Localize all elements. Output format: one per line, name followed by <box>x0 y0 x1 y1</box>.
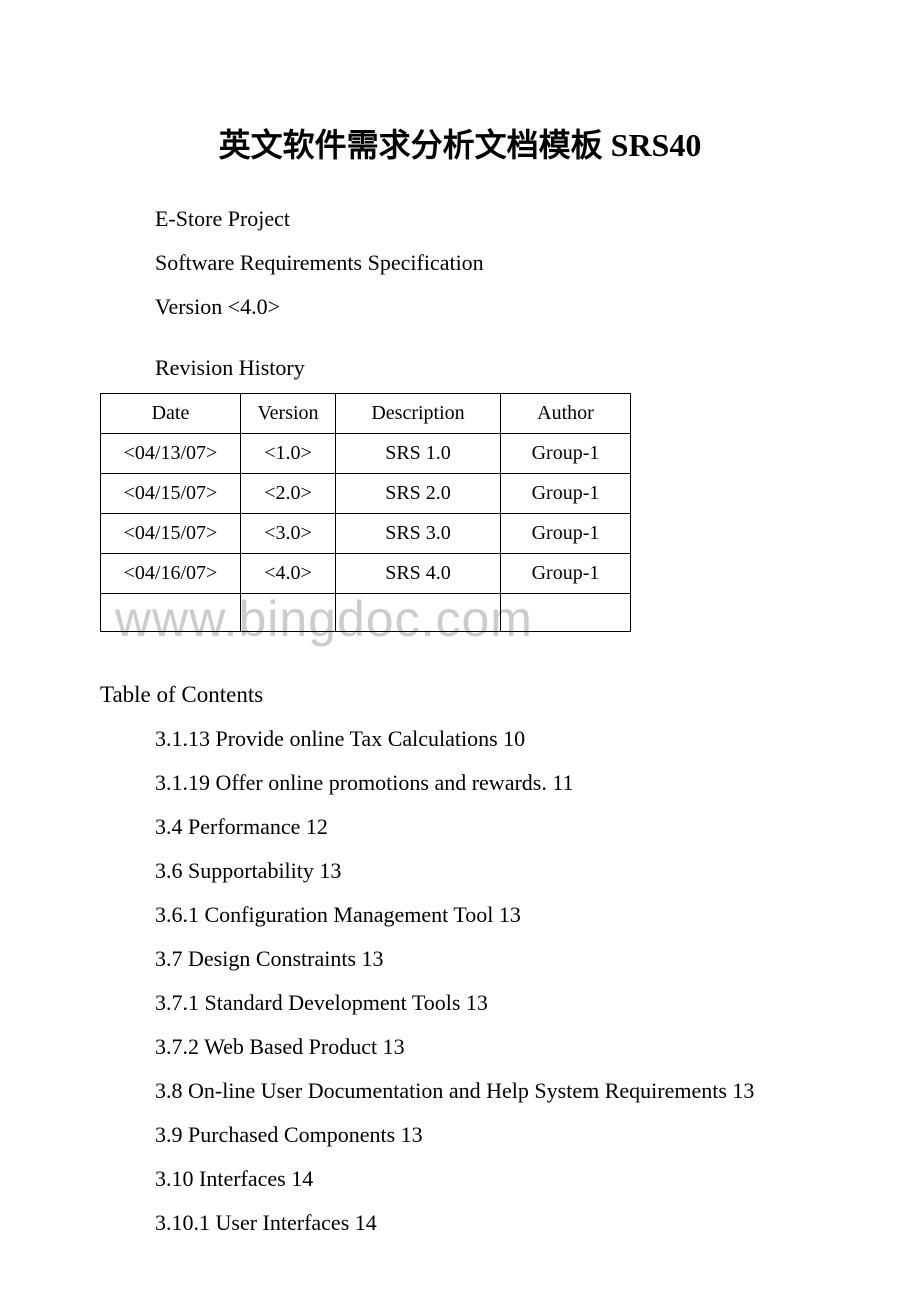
toc-item: 3.10 Interfaces 14 <box>155 1166 820 1192</box>
toc-item: 3.10.1 User Interfaces 14 <box>155 1210 820 1236</box>
cell-date: <04/15/07> <box>101 474 241 514</box>
spec-name: Software Requirements Specification <box>155 250 820 276</box>
cell-description: SRS 2.0 <box>336 474 501 514</box>
project-name: E-Store Project <box>155 206 820 232</box>
cell-empty <box>101 594 241 632</box>
cell-date: <04/15/07> <box>101 514 241 554</box>
cell-date: <04/13/07> <box>101 434 241 474</box>
table-row: <04/15/07> <2.0> SRS 2.0 Group-1 <box>101 474 631 514</box>
col-description-header: Description <box>336 394 501 434</box>
toc-item: 3.1.19 Offer online promotions and rewar… <box>155 770 820 796</box>
cell-author: Group-1 <box>501 434 631 474</box>
table-row: <04/16/07> <4.0> SRS 4.0 Group-1 <box>101 554 631 594</box>
toc-item: 3.6.1 Configuration Management Tool 13 <box>155 902 820 928</box>
cell-empty <box>336 594 501 632</box>
col-date-header: Date <box>101 394 241 434</box>
table-header-row: Date Version Description Author <box>101 394 631 434</box>
toc-item: 3.4 Performance 12 <box>155 814 820 840</box>
cell-empty <box>501 594 631 632</box>
col-version-header: Version <box>241 394 336 434</box>
version-line: Version <4.0> <box>155 294 820 320</box>
cell-author: Group-1 <box>501 554 631 594</box>
table-row-empty <box>101 594 631 632</box>
cell-author: Group-1 <box>501 474 631 514</box>
cell-date: <04/16/07> <box>101 554 241 594</box>
toc-item: 3.7.2 Web Based Product 13 <box>155 1034 820 1060</box>
cell-author: Group-1 <box>501 514 631 554</box>
toc-heading: Table of Contents <box>100 682 820 708</box>
document-title: 英文软件需求分析文档模板 SRS40 <box>100 120 820 166</box>
cell-version: <4.0> <box>241 554 336 594</box>
col-author-header: Author <box>501 394 631 434</box>
toc-item: 3.7 Design Constraints 13 <box>155 946 820 972</box>
toc-item: 3.6 Supportability 13 <box>155 858 820 884</box>
table-row: <04/13/07> <1.0> SRS 1.0 Group-1 <box>101 434 631 474</box>
toc-item: 3.7.1 Standard Development Tools 13 <box>155 990 820 1016</box>
cell-version: <2.0> <box>241 474 336 514</box>
cell-version: <3.0> <box>241 514 336 554</box>
toc-item: 3.1.13 Provide online Tax Calculations 1… <box>155 726 820 752</box>
cell-empty <box>241 594 336 632</box>
cell-version: <1.0> <box>241 434 336 474</box>
revision-history-heading: Revision History <box>155 355 820 381</box>
table-row: <04/15/07> <3.0> SRS 3.0 Group-1 <box>101 514 631 554</box>
revision-history-table: Date Version Description Author <04/13/0… <box>100 393 631 632</box>
toc-item: 3.9 Purchased Components 13 <box>155 1122 820 1148</box>
cell-description: SRS 1.0 <box>336 434 501 474</box>
cell-description: SRS 3.0 <box>336 514 501 554</box>
cell-description: SRS 4.0 <box>336 554 501 594</box>
toc-item: 3.8 On-line User Documentation and Help … <box>155 1078 820 1104</box>
